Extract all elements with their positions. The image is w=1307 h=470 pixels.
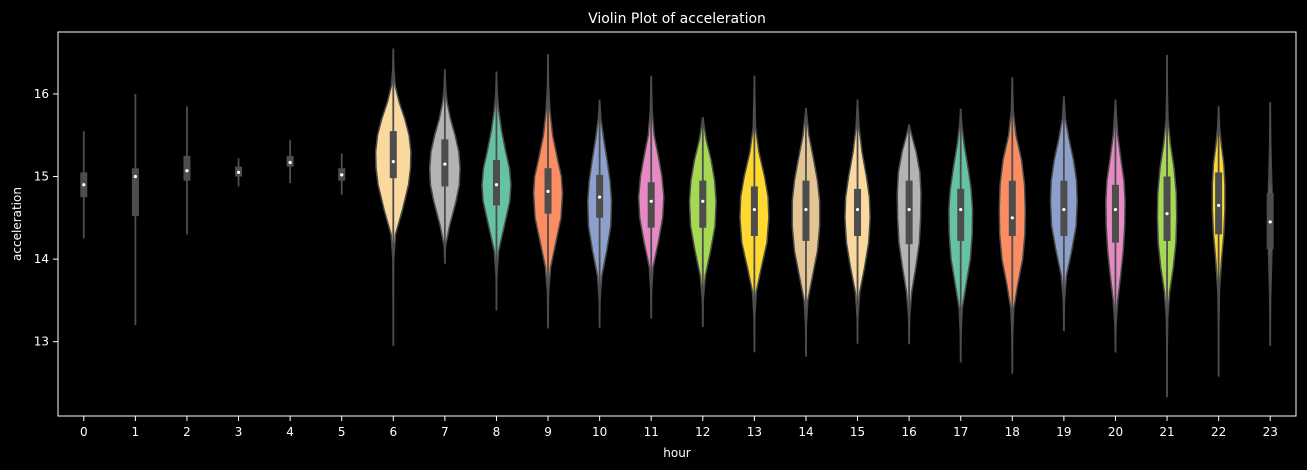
violin-box <box>1215 172 1223 235</box>
x-tick-label: 8 <box>493 425 501 439</box>
violin-hour-6 <box>374 48 412 347</box>
violin-median <box>1062 207 1066 212</box>
x-tick-label: 15 <box>850 425 865 439</box>
x-axis: 0 1 2 3 4 5 6 7 8 9 10 11 12 13 14 15 16 17 18 19 20 21 22 23 <box>80 416 1278 439</box>
violin-hour-11 <box>637 75 665 319</box>
x-tick-label: 21 <box>1159 425 1174 439</box>
x-tick-label: 14 <box>798 425 813 439</box>
x-tick-label: 12 <box>695 425 710 439</box>
violin-median <box>133 174 137 179</box>
x-tick-label: 16 <box>901 425 916 439</box>
violin-median <box>1217 203 1221 208</box>
violin-hour-18 <box>998 77 1027 374</box>
violin-median <box>288 160 292 165</box>
y-tick-label: 14 <box>34 252 49 266</box>
x-tick-label: 20 <box>1108 425 1123 439</box>
chart-title: Violin Plot of acceleration <box>588 11 766 27</box>
violin-hour-17 <box>948 108 974 363</box>
violin-hour-19 <box>1049 96 1079 331</box>
violin-median <box>1010 216 1014 220</box>
violin-hour-9 <box>532 54 564 329</box>
x-tick-label: 4 <box>286 425 294 439</box>
violin-box <box>957 188 965 241</box>
x-tick-label: 11 <box>644 425 659 439</box>
violin-median <box>546 189 550 193</box>
violin-hour-0 <box>80 131 88 239</box>
violin-hour-15 <box>844 99 871 345</box>
violin-median <box>959 207 963 212</box>
x-tick-label: 5 <box>338 425 346 439</box>
violin-median <box>494 183 499 187</box>
y-axis-label: acceleration <box>10 187 24 261</box>
x-tick-label: 19 <box>1056 425 1071 439</box>
violin-box <box>389 131 397 179</box>
violins-layer <box>80 48 1274 398</box>
x-tick-label: 18 <box>1005 425 1020 439</box>
violin-hour-10 <box>586 99 613 329</box>
violin-box <box>750 186 758 236</box>
violin-hour-21 <box>1156 55 1178 398</box>
violin-median <box>907 207 911 212</box>
violin-hour-5 <box>338 153 346 195</box>
violin-hour-14 <box>791 107 821 358</box>
violin-box <box>699 180 707 228</box>
violin-box <box>492 160 500 206</box>
x-tick-label: 9 <box>544 425 552 439</box>
violin-hour-4 <box>286 140 294 184</box>
y-tick-label: 13 <box>34 335 49 349</box>
violin-median <box>340 173 344 177</box>
violin-box <box>905 180 913 245</box>
axes-frame <box>57 31 1297 417</box>
violin-median <box>649 199 653 203</box>
x-tick-label: 7 <box>441 425 449 439</box>
violin-median <box>752 207 756 212</box>
violin-median <box>598 195 602 199</box>
violin-hour-22 <box>1211 106 1226 377</box>
violin-median <box>855 207 860 212</box>
violin-median <box>701 199 705 203</box>
violin-box <box>183 155 191 181</box>
violin-median <box>443 162 447 166</box>
violin-box <box>1111 184 1119 243</box>
x-tick-label: 0 <box>80 425 88 439</box>
x-tick-label: 1 <box>132 425 140 439</box>
violin-hour-13 <box>739 75 770 353</box>
violin-hour-1 <box>131 93 139 326</box>
violin-hour-16 <box>896 124 922 345</box>
violin-median <box>236 170 241 174</box>
violin-median <box>804 207 808 212</box>
violin-median <box>391 160 395 164</box>
violin-median <box>1268 220 1272 224</box>
x-tick-label: 22 <box>1211 425 1226 439</box>
violin-median <box>1113 207 1118 212</box>
violin-median <box>82 183 86 187</box>
x-tick-label: 6 <box>389 425 397 439</box>
violin-hour-8 <box>481 71 512 313</box>
y-axis: 13 14 15 16 <box>34 87 58 349</box>
violin-median <box>185 169 189 173</box>
violin-hour-7 <box>428 69 461 265</box>
violin-hour-2 <box>183 106 191 235</box>
violin-box <box>1163 176 1171 241</box>
x-tick-label: 13 <box>747 425 762 439</box>
violin-box <box>854 188 862 236</box>
violin-hour-3 <box>235 158 243 187</box>
x-tick-label: 10 <box>592 425 607 439</box>
violin-hour-20 <box>1105 99 1126 353</box>
violin-box <box>131 168 139 217</box>
x-tick-label: 17 <box>953 425 968 439</box>
violin-box <box>647 182 655 228</box>
y-tick-label: 16 <box>34 87 49 101</box>
x-tick-label: 3 <box>235 425 243 439</box>
violin-median <box>1165 212 1169 216</box>
violin-box <box>1008 180 1016 236</box>
violin-hour-23 <box>1266 102 1274 346</box>
x-tick-label: 23 <box>1263 425 1278 439</box>
x-axis-label: hour <box>663 446 691 460</box>
violin-hour-12 <box>688 116 717 328</box>
x-tick-label: 2 <box>183 425 191 439</box>
y-tick-label: 15 <box>34 170 49 184</box>
